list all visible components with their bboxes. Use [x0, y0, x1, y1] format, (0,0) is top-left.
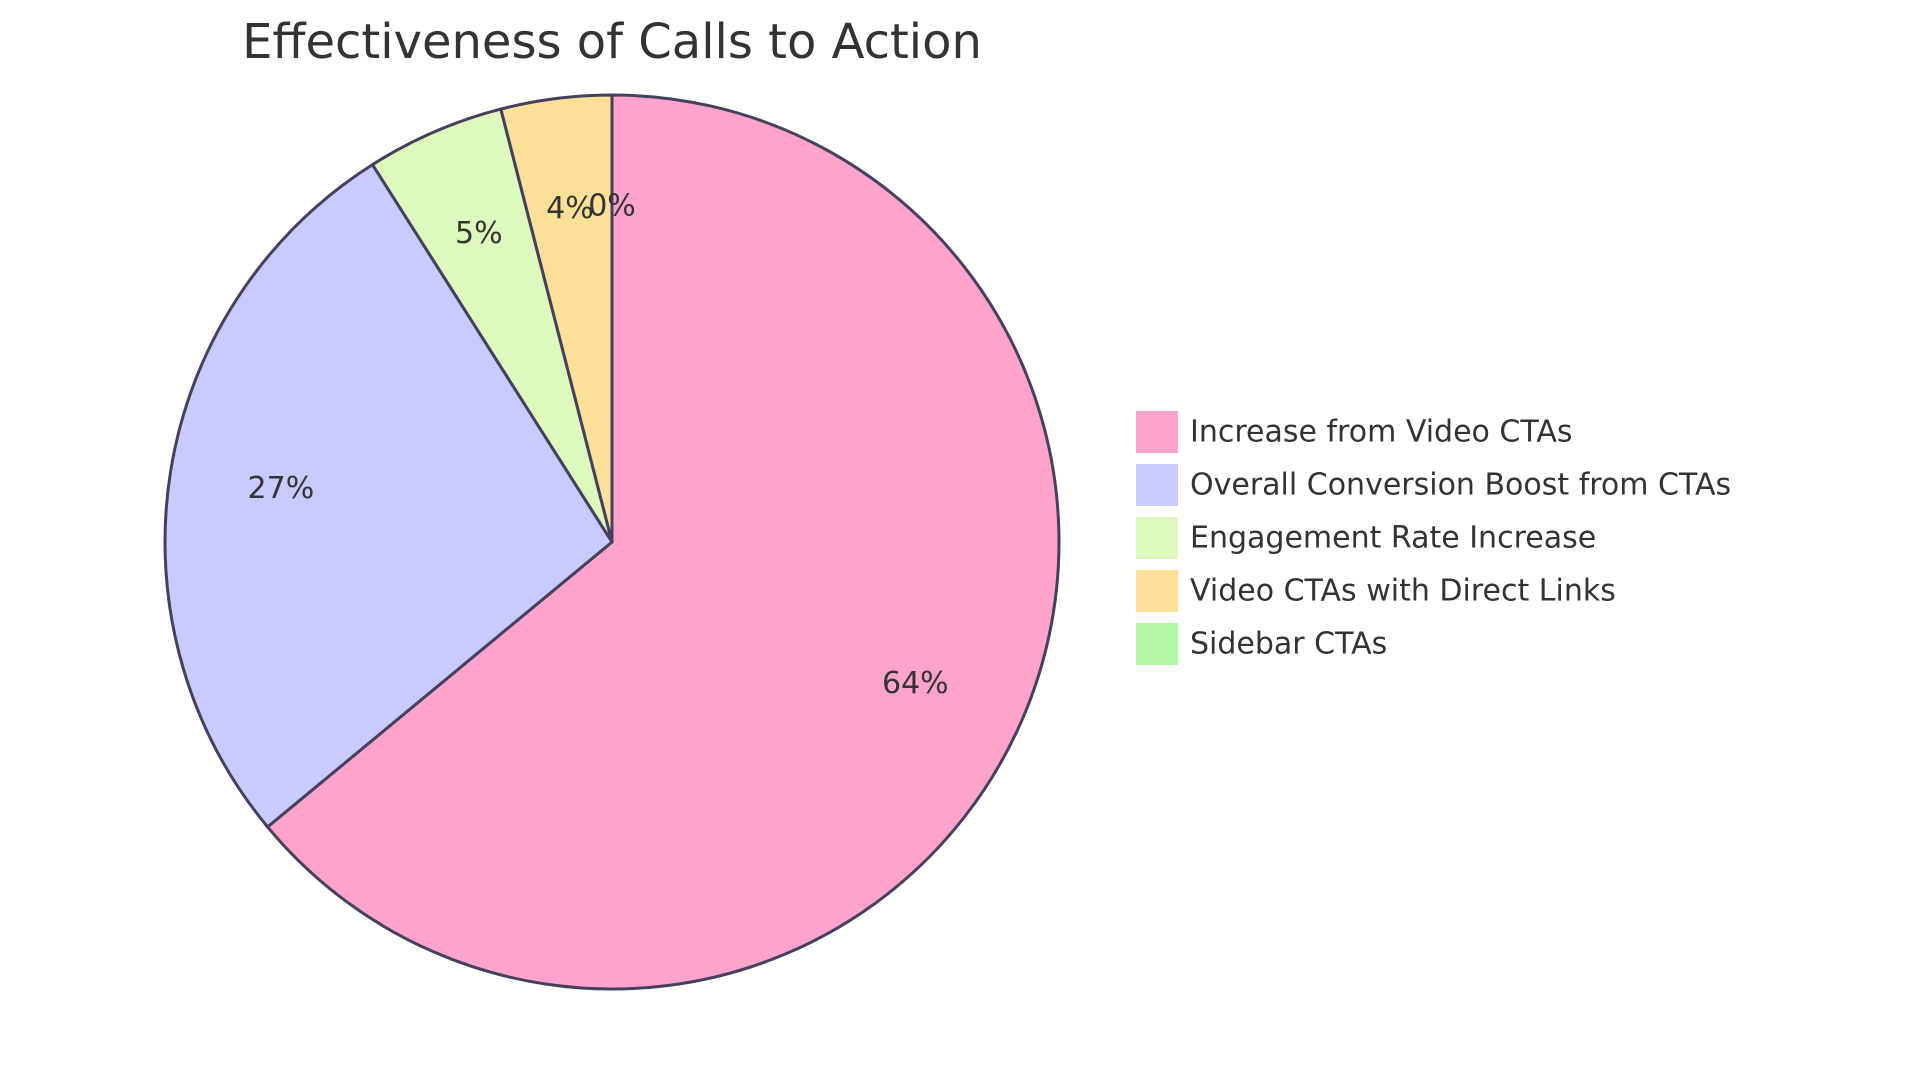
legend-swatch-engagement-rate-increase [1134, 515, 1180, 561]
slice-label-increase-from-video-ctas: 64% [882, 666, 949, 701]
slice-label-overall-conversion-boost-from-ctas: 27% [248, 471, 315, 506]
legend-label-engagement-rate-increase: Engagement Rate Increase [1190, 521, 1596, 556]
slice-label-engagement-rate-increase: 5% [455, 216, 503, 251]
legend-swatch-increase-from-video-ctas [1134, 409, 1180, 455]
legend-label-increase-from-video-ctas: Increase from Video CTAs [1190, 415, 1573, 450]
legend-label-video-ctas-with-direct-links: Video CTAs with Direct Links [1190, 574, 1616, 609]
legend-label-overall-conversion-boost-from-ctas: Overall Conversion Boost from CTAs [1190, 468, 1731, 503]
legend: Increase from Video CTAs Overall Conversi… [1134, 409, 1731, 667]
pie-slice-labels: 64% 27% 5% 4%0% [248, 188, 949, 701]
chart-title: Effectiveness of Calls to Action [242, 14, 982, 70]
legend-swatch-sidebar-ctas [1134, 621, 1180, 667]
pie-slice-video-ctas-with-direct-links [499, 93, 614, 543]
slice-label-video-ctas-with-direct-links: 4% [546, 191, 594, 226]
slice-label-sidebar-ctas: 0% [588, 188, 636, 223]
pie-slices [163, 93, 1061, 991]
pie-slice-overall-conversion-boost-from-ctas [163, 162, 614, 830]
pie-slice-increase-from-video-ctas [265, 93, 1061, 991]
legend-swatch-overall-conversion-boost-from-ctas [1134, 462, 1180, 508]
legend-swatch-video-ctas-with-direct-links [1134, 568, 1180, 614]
legend-label-sidebar-ctas: Sidebar CTAs [1190, 627, 1387, 662]
